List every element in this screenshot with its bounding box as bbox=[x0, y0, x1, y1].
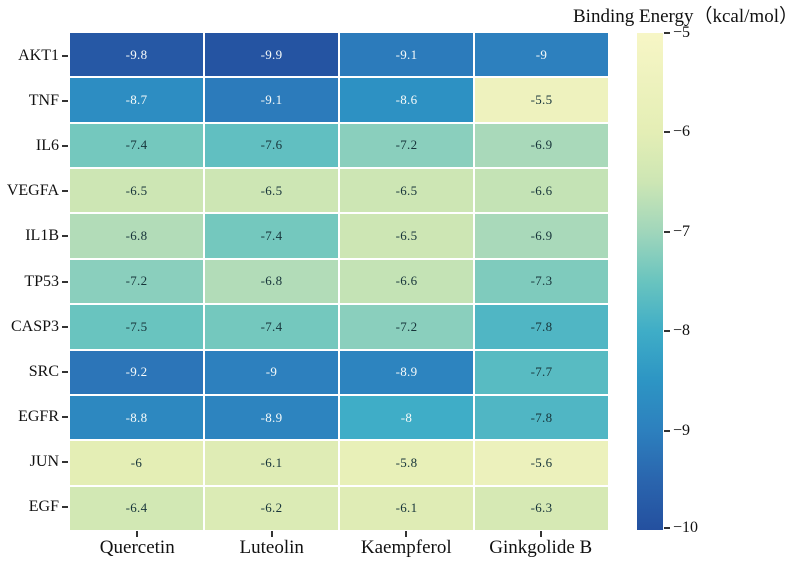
heatmap-cell: -6.3 bbox=[475, 486, 608, 530]
heatmap-cell: -9.2 bbox=[70, 350, 203, 394]
heatmap-cell: -7.2 bbox=[340, 123, 473, 168]
heatmap-cell: -7.8 bbox=[475, 305, 608, 349]
colorbar-tick bbox=[664, 429, 670, 432]
heatmap-cell: -6.6 bbox=[475, 169, 608, 213]
heatmap-cell: -7.7 bbox=[475, 350, 608, 394]
colorbar-tick-label: −7 bbox=[673, 222, 691, 240]
heatmap-cell: -8.9 bbox=[205, 395, 338, 440]
x-axis-label: Luteolin bbox=[239, 537, 304, 558]
heatmap-cell: -6.9 bbox=[475, 123, 608, 168]
x-axis-tick bbox=[539, 531, 542, 537]
y-axis-label: EGF bbox=[28, 498, 59, 516]
heatmap-cell: -9.9 bbox=[205, 33, 338, 77]
heatmap-cell: -6.5 bbox=[70, 169, 203, 213]
heatmap-cell: -9 bbox=[475, 33, 608, 77]
x-axis-label: Kaempferol bbox=[360, 537, 452, 558]
heatmap-cell: -5.5 bbox=[475, 78, 608, 122]
heatmap-cell: -9.1 bbox=[340, 33, 473, 77]
heatmap-cell: -7.2 bbox=[70, 259, 203, 304]
heatmap-cell: -6.5 bbox=[340, 214, 473, 258]
colorbar-tick bbox=[664, 131, 670, 134]
colorbar-tick-label: −8 bbox=[673, 322, 691, 340]
heatmap-cell: -7.4 bbox=[70, 123, 203, 168]
colorbar-tick bbox=[664, 230, 670, 233]
heatmap-cell: -8 bbox=[340, 395, 473, 440]
y-axis-tick bbox=[62, 54, 68, 57]
y-axis-tick bbox=[62, 416, 68, 419]
colorbar-tick-label: −5 bbox=[673, 24, 691, 41]
heatmap-cell: -6.8 bbox=[70, 214, 203, 258]
x-axis-label: Quercetin bbox=[99, 537, 175, 558]
heatmap-cell: -7.4 bbox=[205, 214, 338, 258]
heatmap-cell: -6.1 bbox=[205, 441, 338, 485]
heatmap-cell: -7.6 bbox=[205, 123, 338, 168]
colorbar-tick-label: −6 bbox=[673, 123, 691, 141]
heatmap-cell: -6 bbox=[70, 441, 203, 485]
y-axis-label: EGFR bbox=[18, 408, 59, 426]
heatmap-cell: -6.9 bbox=[475, 214, 608, 258]
heatmap-cell: -7.4 bbox=[205, 305, 338, 349]
heatmap-cell: -8.8 bbox=[70, 395, 203, 440]
y-axis-label: TP53 bbox=[24, 272, 59, 290]
colorbar-gradient bbox=[637, 33, 663, 530]
heatmap-cell: -9 bbox=[205, 350, 338, 394]
heatmap-cell: -7.2 bbox=[340, 305, 473, 349]
colorbar-tick bbox=[664, 527, 670, 529]
x-axis-label: Ginkgolide B bbox=[489, 537, 593, 558]
heatmap-cell: -9.8 bbox=[70, 33, 203, 77]
heatmap-cell: -8.9 bbox=[340, 350, 473, 394]
y-axis-label: VEGFA bbox=[6, 182, 59, 200]
heatmap-cell: -5.8 bbox=[340, 441, 473, 485]
heatmap-cell: -7.5 bbox=[70, 305, 203, 349]
x-axis-tick bbox=[405, 531, 408, 537]
heatmap-grid: -9.8 -9.9 -9.1 -9 -8.7 -9.1 -8.6 -5.5 -7.4 -7.6 -7… bbox=[70, 33, 608, 530]
heatmap-cell: -7.3 bbox=[475, 259, 608, 304]
colorbar-title: Binding Energy（kcal/mol） bbox=[573, 6, 798, 27]
y-axis-tick bbox=[62, 144, 68, 147]
y-axis-tick bbox=[62, 506, 68, 509]
y-axis-tick bbox=[62, 190, 68, 193]
y-axis-label: JUN bbox=[29, 453, 59, 471]
colorbar-tick bbox=[664, 330, 670, 333]
x-axis-tick bbox=[270, 531, 273, 537]
y-axis-tick bbox=[62, 99, 68, 102]
y-axis-label: IL6 bbox=[35, 136, 59, 154]
heatmap-cell: -6.1 bbox=[340, 486, 473, 530]
heatmap-cell: -6.5 bbox=[205, 169, 338, 213]
y-axis-tick bbox=[62, 461, 68, 464]
heatmap-cell: -6.5 bbox=[340, 169, 473, 213]
y-axis-label: SRC bbox=[28, 362, 59, 380]
heatmap-cell: -5.6 bbox=[475, 441, 608, 485]
colorbar-tick bbox=[664, 32, 670, 34]
colorbar-tick-label: −10 bbox=[673, 519, 699, 536]
heatmap-cell: -6.8 bbox=[205, 259, 338, 304]
heatmap-cell: -8.6 bbox=[340, 78, 473, 122]
y-axis-label: CASP3 bbox=[10, 317, 59, 335]
y-axis-label: AKT1 bbox=[18, 46, 59, 64]
y-axis-label: IL1B bbox=[25, 227, 59, 245]
y-axis-label: TNF bbox=[28, 91, 59, 109]
colorbar-tick-label: −9 bbox=[673, 421, 691, 439]
heatmap-cell: -6.2 bbox=[205, 486, 338, 530]
heatmap-cell: -6.6 bbox=[340, 259, 473, 304]
heatmap-cell: -9.1 bbox=[205, 78, 338, 122]
y-axis-tick bbox=[62, 235, 68, 238]
y-axis-tick bbox=[62, 370, 68, 373]
heatmap-cell: -8.7 bbox=[70, 78, 203, 122]
x-axis-tick bbox=[136, 531, 139, 537]
heatmap-cell: -6.4 bbox=[70, 486, 203, 530]
y-axis-tick bbox=[62, 325, 68, 328]
heatmap-cell: -7.8 bbox=[475, 395, 608, 440]
y-axis-tick bbox=[62, 280, 68, 283]
